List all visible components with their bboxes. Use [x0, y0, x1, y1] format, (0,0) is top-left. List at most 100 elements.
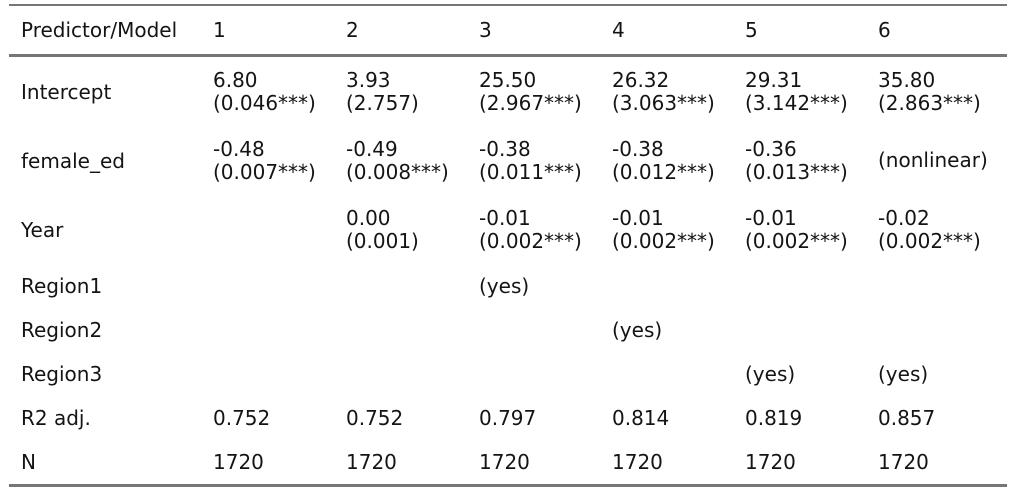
cell-std-error: (2.967***) — [479, 90, 582, 115]
table-cell: 3.93 (2.757) — [346, 67, 479, 115]
cell-value: 0.857 — [878, 405, 936, 430]
table-cell: -0.01 (0.002***) — [745, 205, 878, 253]
cell-value: -0.49 — [346, 136, 398, 161]
table-cell: (yes) — [745, 361, 878, 386]
table-cell: 0.752 — [213, 405, 346, 430]
cell-value: 0.819 — [745, 405, 803, 430]
table-row: Intercept 6.80 (0.046***) 3.93 (2.757) 25.50(… — [9, 57, 1007, 126]
table-row: Region1 (yes) — [9, 264, 1007, 308]
table-cell: (yes) — [878, 361, 1007, 386]
table-cell: 6.80 (0.046***) — [213, 67, 346, 115]
table-cell: 1720 — [479, 449, 612, 474]
cell-std-error: (0.012***) — [612, 159, 715, 184]
table-row: Region3 (yes) (yes) — [9, 352, 1007, 396]
table-cell: 29.31 (3.142***) — [745, 67, 878, 115]
cell-value: 26.32 — [612, 67, 670, 92]
table-cell: -0.49 (0.008***) — [346, 136, 479, 184]
table-cell: 0.857 — [878, 405, 1007, 430]
table-body: Intercept 6.80 (0.046***) 3.93 (2.757) 25.50(… — [9, 57, 1007, 484]
cell-std-error: (0.002***) — [612, 228, 715, 253]
table-cell: 0.797 — [479, 406, 612, 430]
table-cell: 1720 — [612, 449, 745, 474]
table-cell: 1720 — [213, 449, 346, 474]
row-label: Region3 — [21, 362, 103, 386]
cell-value: -0.01 — [745, 205, 797, 230]
table-cell: 0.752 — [346, 405, 479, 430]
table-cell: (yes) — [612, 317, 745, 342]
row-label: Intercept — [21, 79, 112, 104]
cell-std-error: (0.008***) — [346, 159, 449, 184]
cell-value: 1720 — [479, 449, 530, 474]
cell-value: 1720 — [612, 449, 663, 474]
cell-value: 6.80 — [213, 67, 258, 92]
cell-value: 0.00 — [346, 205, 391, 230]
cell-value: -0.36 — [745, 136, 797, 161]
row-label: Region1 — [21, 274, 103, 298]
cell-value: -0.01 — [612, 205, 664, 230]
cell-std-error: (0.007***) — [213, 159, 316, 184]
table-cell: (nonlinear) — [878, 149, 1007, 172]
cell-std-error: (0.011***) — [479, 159, 582, 184]
cell-value: (yes) — [479, 273, 530, 298]
cell-value: 1720 — [346, 449, 397, 474]
table-cell: 0.819 — [745, 405, 878, 430]
cell-std-error: (3.063***) — [612, 90, 715, 115]
table-row: N 1720 1720 1720 1720 1720 1720 — [9, 440, 1007, 484]
table-cell: 1720 — [745, 449, 878, 474]
table-header-row: Predictor/Model 1 2 3 4 5 6 — [9, 6, 1007, 57]
table-row: Year 0.00 (0.001) -0.01 (0.002***) -0.01 (0.00… — [9, 195, 1007, 264]
cell-value: 0.752 — [346, 405, 404, 430]
column-header-model-1: 1 — [213, 17, 226, 42]
table-cell: -0.38 (0.011***) — [479, 136, 612, 184]
cell-value: 1720 — [878, 449, 929, 474]
cell-value: (yes) — [745, 361, 796, 386]
cell-value: 1720 — [213, 449, 264, 474]
cell-value: (yes) — [612, 317, 663, 342]
cell-std-error: (0.013***) — [745, 159, 848, 184]
cell-std-error: (3.142***) — [745, 90, 848, 115]
column-header-model-3: 3 — [479, 17, 492, 42]
cell-std-error: (0.001) — [346, 228, 419, 253]
row-label: R2 adj. — [21, 406, 91, 430]
row-label: female_ed — [21, 148, 125, 173]
cell-std-error: (2.757) — [346, 90, 419, 115]
cell-std-error: (0.002***) — [479, 228, 582, 253]
column-header-model-6: 6 — [878, 17, 891, 42]
cell-value: 35.80 — [878, 67, 936, 92]
cell-std-error: (0.002***) — [878, 228, 981, 253]
column-header-predictor-model: Predictor/Model — [21, 17, 178, 42]
row-label: Region2 — [21, 318, 103, 342]
table-row: female_ed -0.48 (0.007***) -0.49 (0.008***) -… — [9, 126, 1007, 195]
cell-value: -0.38 — [612, 136, 664, 161]
table-cell: 1720 — [346, 449, 479, 474]
table-cell: -0.48 (0.007***) — [213, 136, 346, 184]
row-label: Year — [21, 217, 64, 242]
table-cell: 0.814 — [612, 405, 745, 430]
table-cell: -0.02 (0.002***) — [878, 205, 1007, 253]
row-label: N — [21, 450, 36, 474]
cell-value: -0.48 — [213, 136, 265, 161]
cell-value: 0.814 — [612, 405, 670, 430]
table-cell: -0.01 (0.002***) — [479, 205, 612, 253]
table-cell: 0.00 (0.001) — [346, 205, 479, 253]
cell-value: 29.31 — [745, 67, 803, 92]
cell-value: 3.93 — [346, 67, 391, 92]
table-cell: 26.32 (3.063***) — [612, 67, 745, 115]
table-cell: 25.50 (2.967***) — [479, 67, 612, 115]
column-header-model-2: 2 — [346, 17, 359, 42]
cell-std-error: (0.002***) — [745, 228, 848, 253]
cell-value: -0.02 — [878, 205, 930, 230]
cell-value: 25.50 — [479, 67, 537, 92]
table-row: Region2 (yes) — [9, 308, 1007, 352]
cell-value: -0.01 — [479, 205, 531, 230]
cell-value: -0.38 — [479, 136, 531, 161]
table-row: R2 adj. 0.752 0.752 0.797 0.814 0.819 0.857 — [9, 396, 1007, 440]
column-header-model-5: 5 — [745, 17, 758, 42]
table-cell: -0.01 (0.002***) — [612, 205, 745, 253]
cell-value: (yes) — [878, 361, 929, 386]
cell-std-error: (2.863***) — [878, 90, 981, 115]
cell-value: 0.752 — [213, 405, 271, 430]
table-cell: 35.80 (2.863***) — [878, 67, 1007, 115]
table-cell: -0.36 (0.013***) — [745, 136, 878, 184]
cell-value: 1720 — [745, 449, 796, 474]
